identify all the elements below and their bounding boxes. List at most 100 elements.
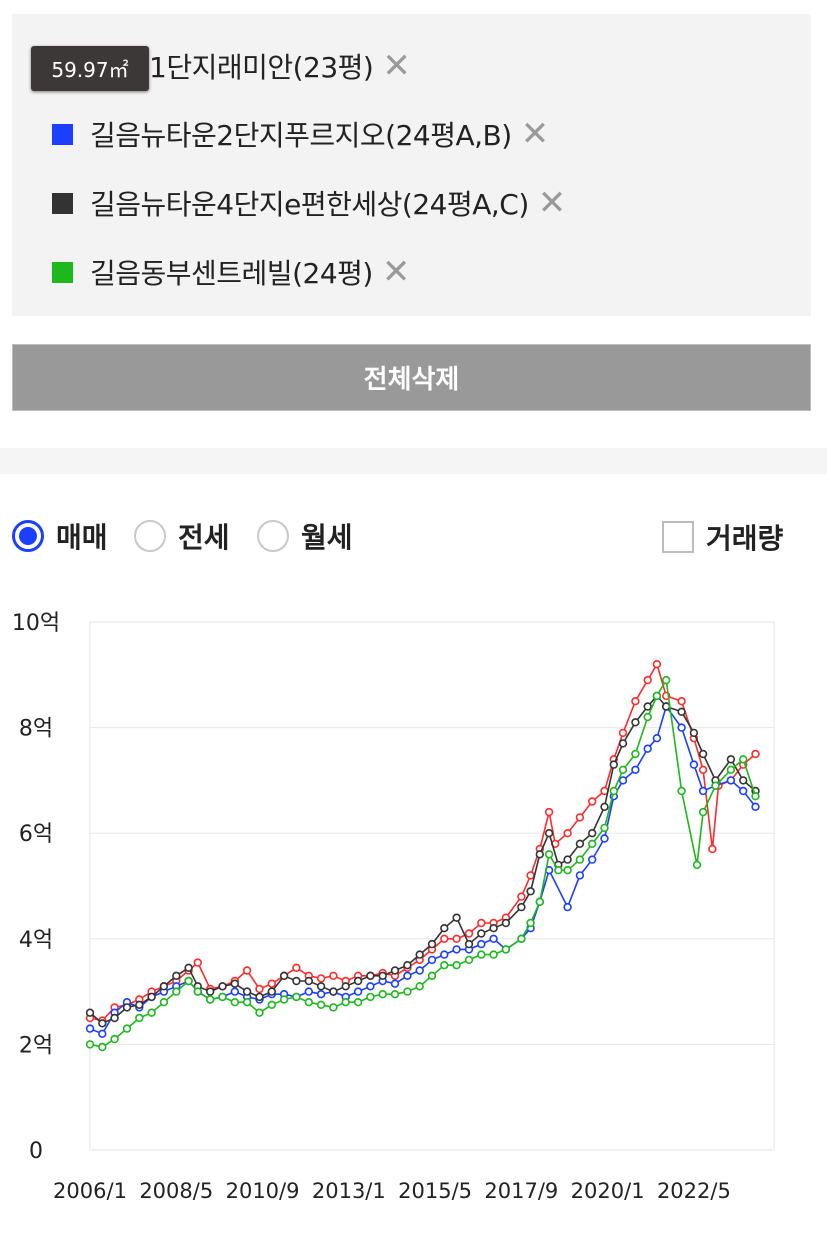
- data-point-4: [304, 998, 313, 1007]
- data-point-4: [98, 1042, 107, 1052]
- data-point-4: [267, 1000, 276, 1009]
- data-point-4: [242, 998, 252, 1007]
- data-point-1: [440, 934, 449, 943]
- legend-panel: 1단지래미안(23평) ✕ 길음뉴타운2단지푸르지오(24평A,B) ✕ 길음뉴…: [12, 14, 811, 316]
- legend-item-1[interactable]: 1단지래미안(23평) ✕: [149, 46, 411, 86]
- data-point-1: [618, 728, 628, 738]
- data-point-3: [159, 982, 169, 991]
- x-tick-label: 2006/1: [53, 1179, 127, 1203]
- data-point-4: [316, 1000, 326, 1009]
- data-point-2: [563, 902, 572, 912]
- data-point-3: [477, 929, 486, 938]
- legend-item-2[interactable]: 길음뉴타운2단지푸르지오(24평A,B) ✕: [52, 114, 549, 154]
- data-point-2: [316, 990, 326, 999]
- data-point-3: [526, 887, 535, 896]
- data-point-4: [661, 675, 671, 685]
- radio-unselected-icon: [257, 520, 289, 552]
- data-point-3: [292, 976, 301, 986]
- data-point-3: [147, 992, 156, 1002]
- data-point-3: [206, 987, 215, 996]
- legend-item-label: 길음뉴타운4단지e편한세상(24평A,C): [90, 188, 529, 221]
- data-point-3: [600, 802, 609, 812]
- legend-item-3[interactable]: 길음뉴타운4단지e편한세상(24평A,C) ✕: [52, 183, 566, 223]
- data-point-3: [390, 966, 400, 975]
- data-point-1: [452, 934, 461, 943]
- data-point-1: [708, 844, 717, 854]
- data-point-4: [255, 1008, 264, 1017]
- data-point-3: [255, 992, 264, 1002]
- data-point-3: [110, 1013, 119, 1023]
- data-point-4: [427, 971, 437, 980]
- data-point-3: [698, 749, 708, 759]
- x-tick-label: 2017/9: [484, 1179, 558, 1203]
- data-point-3: [618, 739, 628, 748]
- data-point-3: [316, 982, 326, 991]
- remove-close-icon[interactable]: ✕: [520, 114, 550, 154]
- remove-close-icon[interactable]: ✕: [381, 252, 411, 292]
- radio-jeonse[interactable]: 전세: [134, 515, 230, 557]
- data-point-4: [477, 950, 486, 959]
- data-point-1: [563, 829, 572, 838]
- series-line-1: [89, 662, 757, 1022]
- data-point-3: [304, 976, 313, 986]
- y-tick-label: 4억: [19, 928, 53, 953]
- data-point-1: [242, 966, 252, 975]
- data-point-4: [751, 792, 760, 801]
- x-tick-label: 2022/5: [657, 1179, 731, 1203]
- x-tick-label: 2020/1: [571, 1179, 645, 1203]
- radio-sale[interactable]: 매매: [12, 515, 108, 557]
- data-point-3: [661, 702, 671, 711]
- data-point-1: [267, 979, 276, 988]
- volume-checkbox[interactable]: 거래량: [662, 518, 783, 556]
- data-point-4: [535, 897, 544, 906]
- remove-close-icon[interactable]: ✕: [382, 46, 411, 86]
- y-tick-label: 8억: [19, 717, 53, 742]
- delete-all-button[interactable]: 전체삭제: [12, 344, 811, 411]
- data-point-4: [711, 781, 720, 790]
- data-point-2: [353, 987, 363, 996]
- data-point-1: [329, 971, 338, 980]
- data-point-4: [726, 765, 736, 775]
- data-point-3: [726, 755, 736, 764]
- checkbox-icon: [662, 521, 694, 553]
- data-point-4: [517, 934, 526, 943]
- data-point-2: [304, 987, 313, 996]
- data-point-3: [563, 855, 572, 864]
- data-point-2: [489, 934, 498, 943]
- data-point-4: [631, 749, 640, 759]
- data-point-2: [230, 987, 240, 996]
- data-point-1: [193, 958, 203, 967]
- data-point-4: [390, 990, 400, 999]
- data-point-1: [677, 696, 686, 706]
- data-point-4: [575, 855, 585, 864]
- data-point-1: [526, 871, 535, 880]
- data-point-4: [501, 945, 511, 954]
- legend-item-label: 길음동부센트레빌(24평): [90, 257, 373, 290]
- radio-label: 전세: [178, 521, 230, 554]
- data-point-3: [489, 924, 498, 933]
- data-point-4: [218, 992, 227, 1002]
- data-point-4: [489, 950, 498, 959]
- data-point-2: [689, 760, 699, 769]
- data-point-4: [184, 976, 193, 986]
- data-point-1: [255, 984, 264, 994]
- data-point-4: [366, 992, 375, 1002]
- data-point-4: [279, 995, 289, 1004]
- radio-selected-icon: [12, 520, 44, 552]
- data-point-2: [618, 776, 628, 785]
- data-point-4: [587, 839, 597, 849]
- data-point-2: [427, 955, 437, 965]
- legend-item-4[interactable]: 길음동부센트레빌(24평) ✕: [52, 252, 410, 292]
- radio-monthly-rent[interactable]: 월세: [257, 515, 353, 557]
- data-point-4: [329, 1003, 338, 1012]
- legend-swatch-blue: [52, 123, 73, 145]
- remove-close-icon[interactable]: ✕: [537, 183, 567, 223]
- radio-unselected-icon: [134, 520, 166, 552]
- data-point-3: [85, 1008, 95, 1017]
- data-point-3: [575, 839, 585, 849]
- data-point-3: [403, 961, 412, 970]
- data-point-3: [427, 939, 437, 949]
- data-point-1: [698, 765, 708, 775]
- y-tick-label: 2억: [19, 1033, 53, 1058]
- data-point-2: [575, 871, 585, 880]
